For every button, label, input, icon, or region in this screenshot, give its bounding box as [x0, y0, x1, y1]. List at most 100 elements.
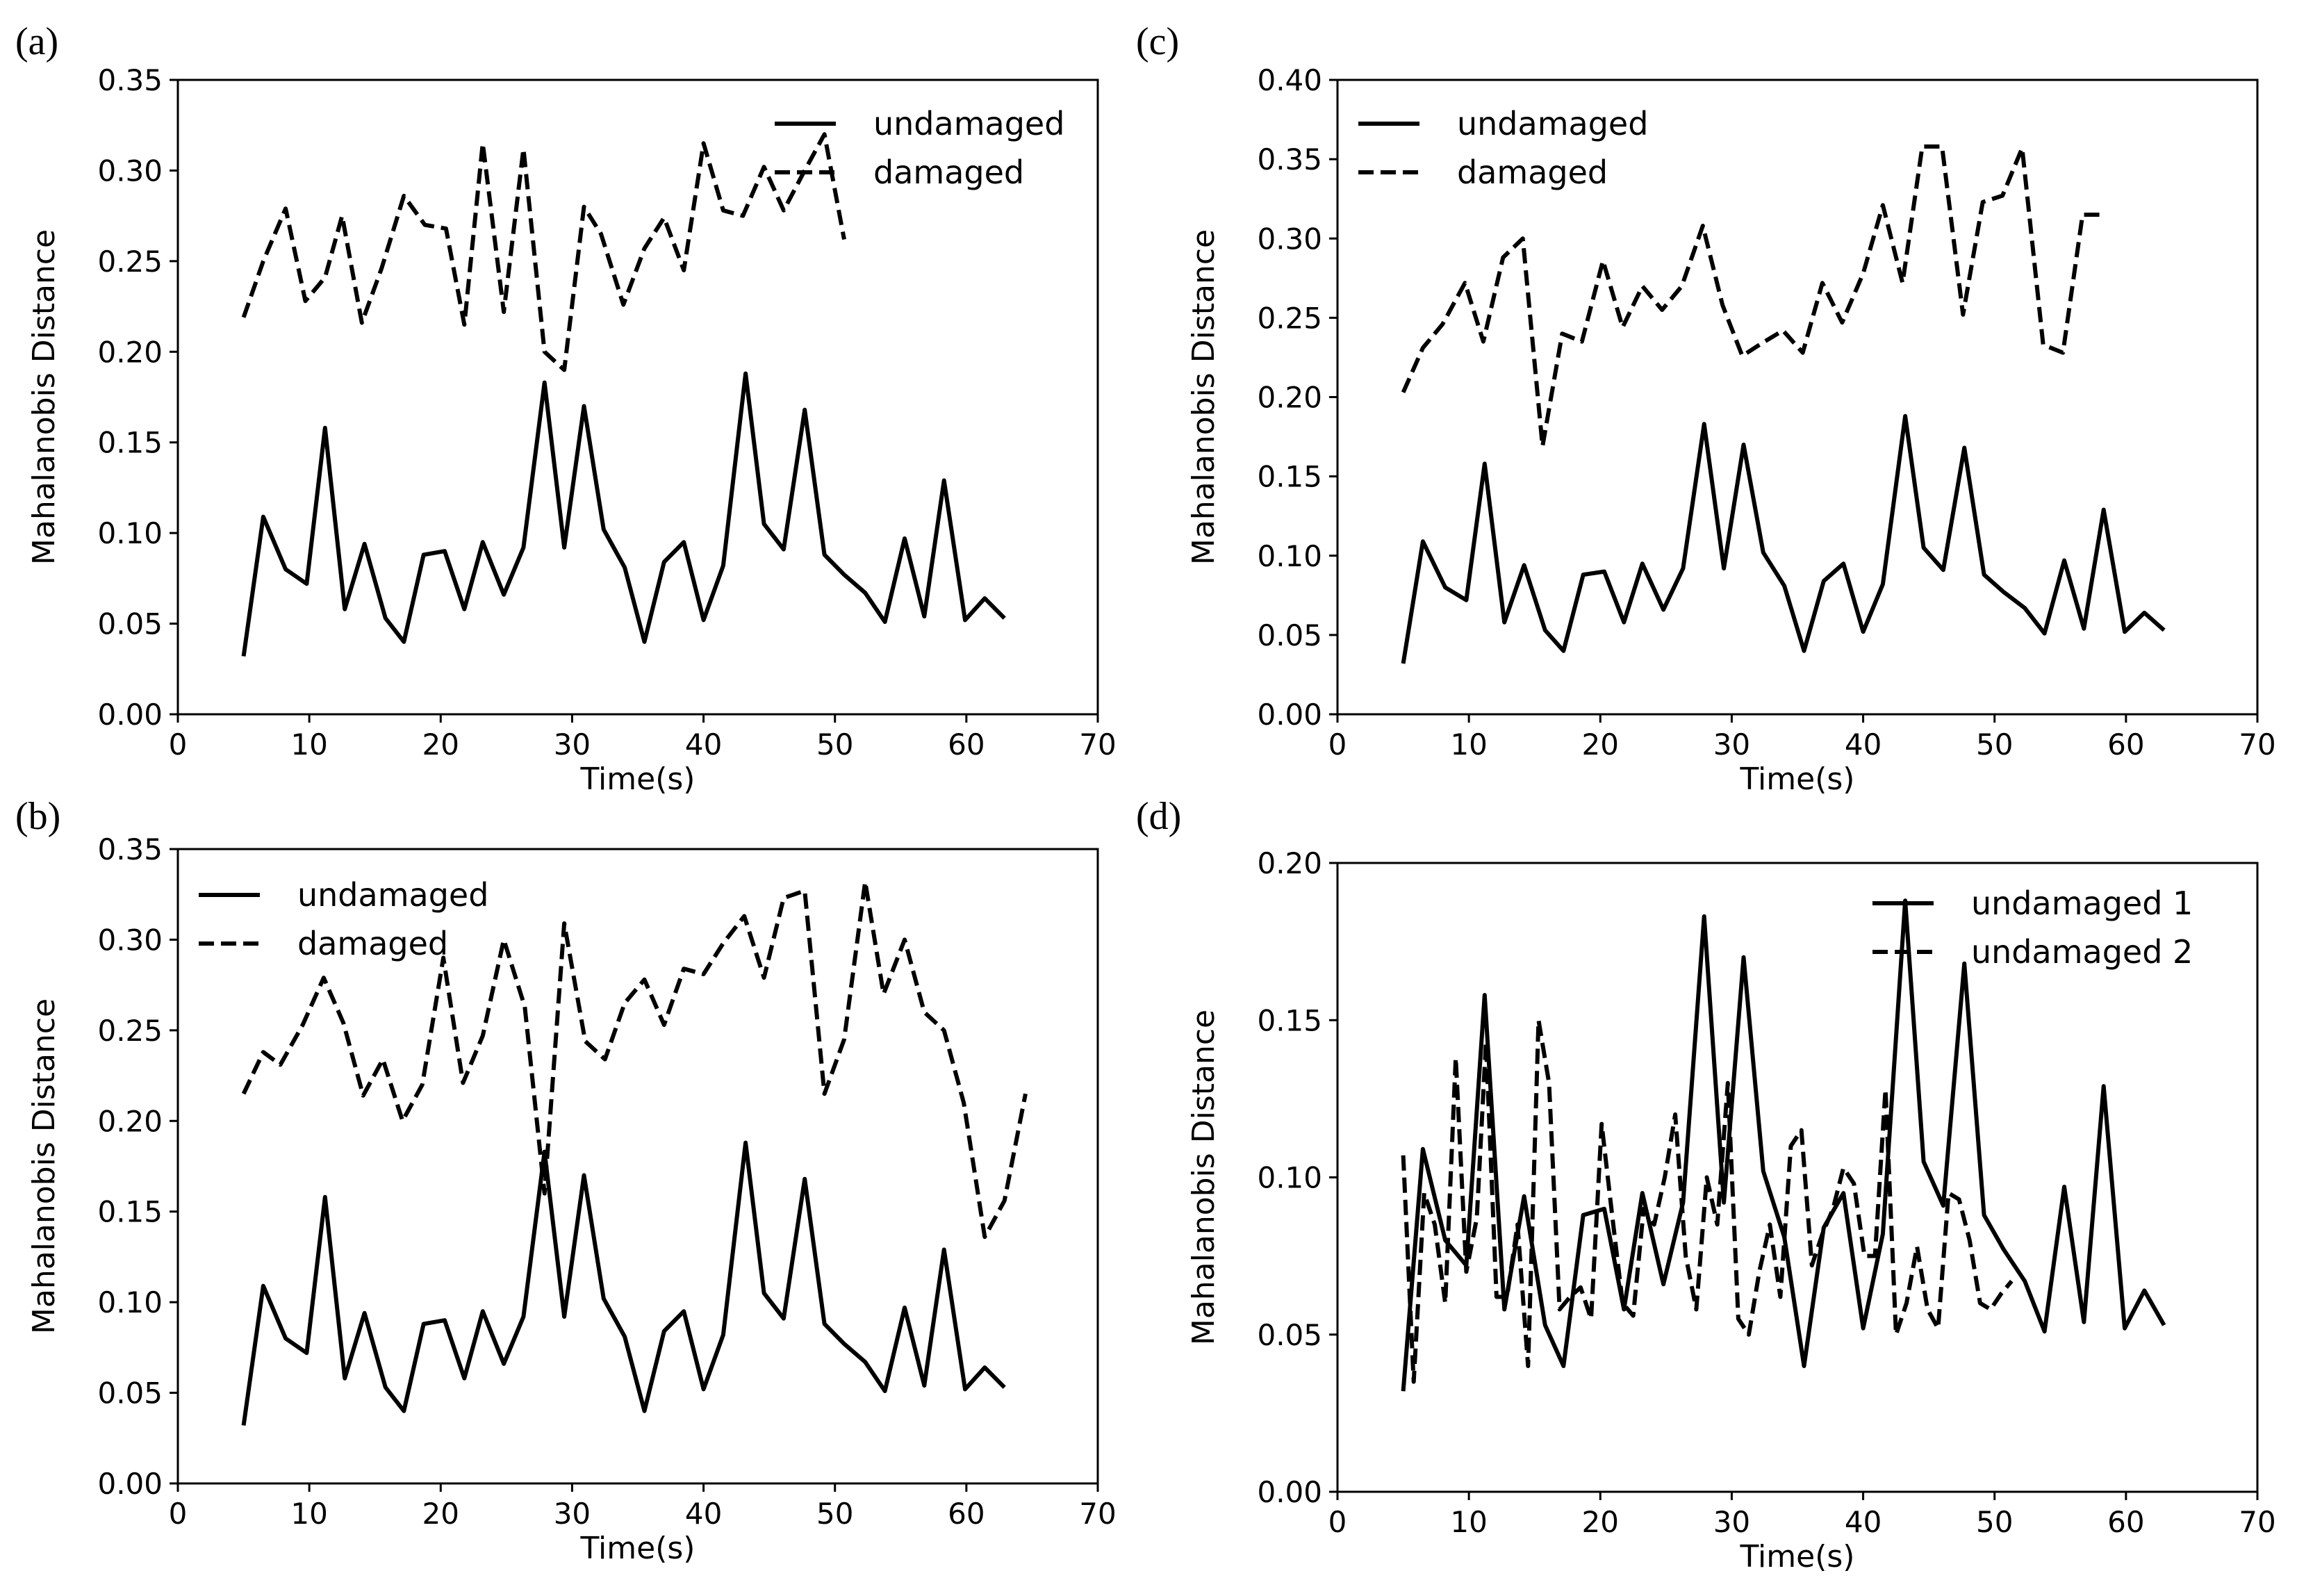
y-tick-label: 0.00	[1257, 698, 1322, 732]
y-tick-label: 0.25	[1257, 301, 1322, 335]
chart-panel-2: (b) 0 10 20 30 40 50 60 70 0.00 0.05 0.10 0.15 0.20 0.…	[15, 795, 1117, 1566]
x-tick-label: 20	[1582, 727, 1619, 762]
chart-panel-3: (c) 0 10 20 30 40 50 60 70 0.00 0.05 0.10 0.15 0.20 0.…	[1136, 20, 2276, 797]
plot-area	[1401, 898, 2166, 1392]
x-tick-label: 60	[948, 727, 985, 762]
x-tick-label: 50	[816, 727, 853, 762]
x-tick-label: 0	[169, 727, 188, 762]
legend-entry: undamaged	[297, 876, 488, 914]
y-tick-label: 0.05	[1257, 618, 1322, 652]
legend: undamaged 1 undamaged 2	[1872, 885, 2193, 971]
series-line-undamaged-1	[1401, 898, 2166, 1392]
y-axis-label: Mahalanobis Distance	[26, 998, 62, 1334]
x-tick-label: 40	[685, 1497, 722, 1531]
y-tick-label: 0.15	[1257, 1003, 1322, 1037]
x-tick-label: 30	[554, 1497, 591, 1531]
x-tick-label: 10	[1450, 1505, 1487, 1539]
series-line-undamaged	[241, 1140, 1006, 1426]
y-tick-label: 0.30	[97, 154, 163, 188]
x-tick-label: 70	[1079, 1497, 1116, 1531]
x-tick-label: 40	[1845, 1505, 1882, 1539]
panel-label: (c)	[1136, 20, 1179, 63]
x-tick-label: 20	[422, 727, 459, 762]
x-tick-label: 0	[1328, 1505, 1347, 1539]
y-tick-label: 0.20	[97, 335, 163, 369]
y-tick-label: 0.20	[1257, 846, 1322, 880]
x-tick-label: 10	[290, 1497, 327, 1531]
legend: undamaged damaged	[1358, 105, 1648, 191]
y-tick-label: 0.20	[97, 1104, 163, 1138]
y-tick-label: 0.10	[1257, 539, 1322, 573]
y-tick-label: 0.05	[97, 1376, 163, 1410]
x-tick-label: 30	[1713, 1505, 1750, 1539]
x-axis-label: Time(s)	[580, 1531, 695, 1566]
y-axis-label: Mahalanobis Distance	[26, 229, 62, 565]
plot-frame	[176, 79, 1099, 716]
panel-label: (b)	[15, 795, 60, 838]
x-tick-label: 20	[1582, 1505, 1619, 1539]
x-tick-label: 0	[1328, 727, 1347, 762]
y-tick-label: 0.35	[97, 832, 163, 866]
x-axis-label: Time(s)	[580, 762, 695, 797]
series-line-damaged	[1401, 144, 2102, 449]
x-tick-label: 0	[169, 1497, 188, 1531]
series-line-damaged	[241, 132, 846, 372]
chart-panel-1: (a) 0 10 20 30 40 50 60 70 0.00 0.05 0.10 0.15 0.20 0.…	[15, 20, 1117, 797]
x-axis-label: Time(s)	[1740, 762, 1855, 797]
plot-frame	[176, 848, 1099, 1485]
x-tick-label: 40	[1845, 727, 1882, 762]
y-tick-label: 0.20	[1257, 381, 1322, 415]
x-tick-label: 10	[1450, 727, 1487, 762]
y-tick-label: 0.35	[97, 63, 163, 97]
plot-area	[241, 132, 1006, 657]
legend-entry: damaged	[297, 925, 448, 962]
y-tick-label: 0.10	[97, 1285, 163, 1319]
legend-entry: undamaged 1	[1971, 885, 2193, 922]
legend-entry: damaged	[873, 154, 1024, 191]
panel-label: (a)	[15, 20, 58, 63]
y-tick-label: 0.05	[97, 607, 163, 641]
x-tick-label: 60	[948, 1497, 985, 1531]
y-tick-label: 0.30	[97, 923, 163, 957]
series-line-undamaged	[1401, 413, 2166, 664]
x-tick-label: 50	[1976, 727, 2013, 762]
x-tick-label: 70	[2239, 1505, 2275, 1539]
x-tick-label: 20	[422, 1497, 459, 1531]
plot-area	[241, 880, 1028, 1426]
y-axis-label: Mahalanobis Distance	[1186, 1010, 1221, 1345]
legend-entry: damaged	[1457, 154, 1608, 191]
plot-area	[1401, 144, 2166, 664]
y-tick-label: 0.00	[97, 1467, 163, 1501]
legend: undamaged damaged	[775, 105, 1064, 191]
y-tick-label: 0.30	[1257, 222, 1322, 256]
y-tick-label: 0.15	[1257, 460, 1322, 494]
x-tick-label: 50	[816, 1497, 853, 1531]
y-tick-label: 0.10	[1257, 1161, 1322, 1195]
x-tick-label: 50	[1976, 1505, 2013, 1539]
x-tick-label: 70	[1079, 727, 1116, 762]
series-line-undamaged-2	[1401, 1018, 2014, 1384]
x-tick-label: 60	[2107, 727, 2144, 762]
legend-entry: undamaged 2	[1971, 933, 2193, 971]
x-tick-label: 70	[2239, 727, 2275, 762]
y-tick-label: 0.25	[97, 245, 163, 279]
x-tick-label: 60	[2107, 1505, 2144, 1539]
legend-entry: undamaged	[1457, 105, 1648, 142]
x-tick-label: 40	[685, 727, 722, 762]
x-axis-label: Time(s)	[1740, 1539, 1855, 1574]
y-tick-label: 0.35	[1257, 142, 1322, 176]
y-tick-label: 0.25	[97, 1014, 163, 1048]
y-tick-label: 0.40	[1257, 63, 1322, 97]
y-axis-label: Mahalanobis Distance	[1186, 229, 1221, 565]
series-line-undamaged	[241, 371, 1006, 657]
y-tick-label: 0.15	[97, 1195, 163, 1229]
y-tick-label: 0.15	[97, 426, 163, 460]
x-tick-label: 30	[1713, 727, 1750, 762]
series-line-damaged	[241, 880, 1028, 1240]
y-tick-label: 0.10	[97, 516, 163, 550]
legend-entry: undamaged	[873, 105, 1064, 142]
x-tick-label: 10	[290, 727, 327, 762]
legend: undamaged damaged	[199, 876, 488, 962]
y-tick-label: 0.05	[1257, 1318, 1322, 1352]
